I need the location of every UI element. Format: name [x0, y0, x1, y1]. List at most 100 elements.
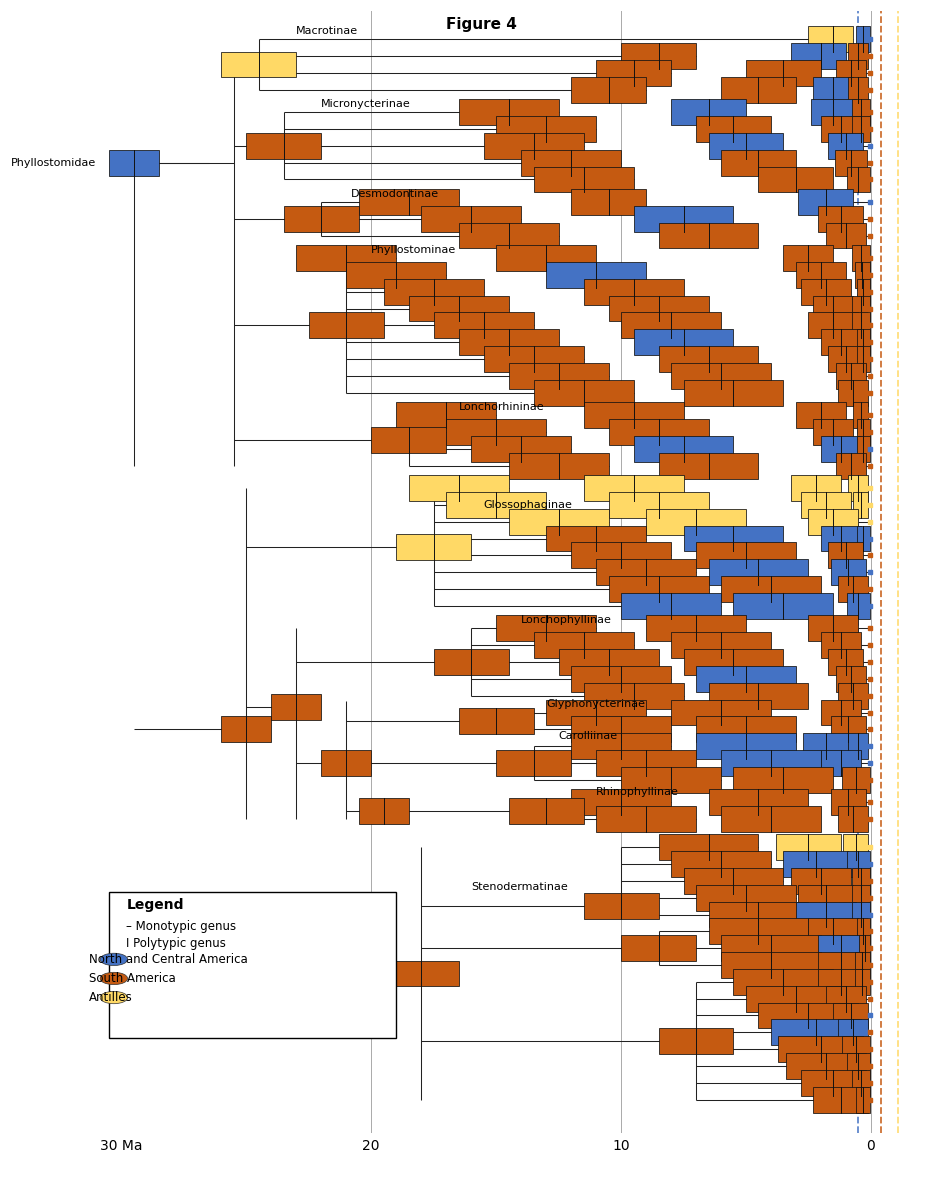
Bar — [838, 576, 869, 602]
Bar — [596, 750, 696, 776]
Text: Lonchorhininae: Lonchorhininae — [459, 402, 544, 412]
Bar — [808, 616, 858, 641]
Bar — [496, 245, 596, 271]
Bar — [721, 150, 796, 175]
Bar — [459, 100, 559, 125]
Bar — [396, 402, 496, 428]
Bar — [838, 1020, 869, 1045]
Bar — [857, 918, 870, 944]
Bar — [857, 526, 870, 552]
Bar — [852, 245, 870, 271]
Bar — [621, 767, 721, 793]
Bar — [857, 1087, 870, 1112]
Bar — [658, 346, 758, 372]
Bar — [814, 77, 854, 102]
Bar — [571, 542, 671, 569]
Bar — [847, 593, 870, 619]
Bar — [322, 750, 371, 776]
Bar — [776, 834, 841, 860]
Bar — [608, 419, 708, 445]
Bar — [848, 77, 869, 102]
Bar — [384, 278, 484, 305]
Bar — [683, 649, 783, 674]
Text: Micronycterinae: Micronycterinae — [322, 98, 411, 109]
Bar — [796, 402, 846, 428]
Bar — [831, 716, 866, 743]
Bar — [696, 733, 796, 760]
Bar — [696, 666, 796, 691]
Bar — [509, 798, 584, 823]
Bar — [571, 790, 671, 815]
Bar — [658, 834, 758, 860]
Bar — [721, 77, 796, 102]
Bar — [826, 985, 866, 1012]
Bar — [509, 362, 608, 389]
Bar — [596, 806, 696, 832]
Bar — [855, 262, 870, 288]
Bar — [829, 346, 863, 372]
Bar — [247, 133, 322, 158]
Bar — [496, 116, 596, 142]
Bar — [608, 295, 708, 322]
Text: Phyllostominae: Phyllostominae — [371, 245, 456, 254]
Bar — [621, 935, 696, 961]
Bar — [571, 77, 646, 102]
Bar — [847, 1054, 870, 1079]
Bar — [346, 262, 446, 288]
Bar — [811, 100, 856, 125]
Bar — [843, 1037, 870, 1062]
Bar — [584, 683, 683, 708]
Bar — [108, 150, 159, 175]
Bar — [733, 968, 833, 995]
Bar — [671, 362, 771, 389]
Bar — [758, 167, 833, 192]
Bar — [856, 26, 870, 52]
Bar — [509, 452, 608, 479]
Bar — [814, 295, 854, 322]
Bar — [821, 750, 861, 776]
Text: Phyllostomidae: Phyllostomidae — [11, 157, 96, 168]
Bar — [848, 733, 869, 760]
Bar — [671, 851, 771, 877]
Bar — [484, 133, 584, 158]
Bar — [838, 806, 869, 832]
Bar — [496, 750, 571, 776]
Bar — [534, 379, 633, 406]
Bar — [446, 419, 546, 445]
Bar — [222, 716, 272, 743]
Bar — [847, 851, 870, 877]
Bar — [796, 901, 856, 928]
Bar — [791, 475, 841, 500]
Bar — [829, 542, 863, 569]
Text: Glyphonycterinae: Glyphonycterinae — [546, 700, 645, 709]
Bar — [852, 901, 870, 928]
Bar — [779, 1037, 863, 1062]
Bar — [855, 968, 870, 995]
Bar — [854, 492, 869, 517]
Bar — [852, 1070, 870, 1096]
Bar — [584, 402, 683, 428]
Bar — [409, 295, 509, 322]
Bar — [733, 767, 833, 793]
Bar — [808, 509, 858, 535]
Text: Glossophaginae: Glossophaginae — [484, 500, 573, 510]
Bar — [384, 960, 459, 986]
Text: Antilles: Antilles — [89, 991, 133, 1004]
Bar — [857, 419, 870, 445]
Bar — [821, 329, 861, 355]
Bar — [621, 593, 721, 619]
Bar — [584, 475, 683, 500]
Bar — [836, 362, 866, 389]
Bar — [852, 312, 870, 338]
Bar — [584, 893, 658, 919]
Bar — [708, 683, 808, 708]
Circle shape — [100, 953, 128, 966]
Bar — [721, 750, 821, 776]
Circle shape — [100, 991, 128, 1003]
Bar — [297, 245, 396, 271]
Bar — [658, 223, 758, 248]
Bar — [696, 116, 771, 142]
Bar — [621, 312, 721, 338]
Text: I Polytypic genus: I Polytypic genus — [126, 937, 226, 950]
Text: Desmodontinae: Desmodontinae — [351, 188, 439, 198]
